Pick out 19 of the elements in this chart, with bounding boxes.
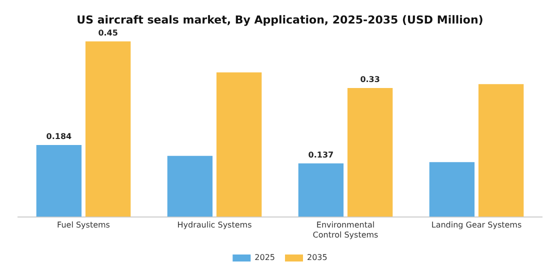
bar	[85, 41, 131, 217]
chart-title: US aircraft seals market, By Application, 2025-2035 (USD Million)	[76, 13, 484, 26]
x-tick-label: Fuel Systems	[57, 220, 110, 230]
bar	[347, 88, 393, 217]
bar	[298, 163, 344, 217]
legend-label: 2035	[307, 253, 328, 262]
x-tick-label: Hydraulic Systems	[177, 220, 252, 230]
data-label: 0.33	[360, 75, 380, 84]
bar	[216, 72, 262, 217]
x-tick-label: Landing Gear Systems	[431, 220, 522, 230]
data-label: 0.137	[308, 150, 334, 160]
legend-label: 2025	[254, 253, 275, 262]
bar	[36, 145, 82, 217]
x-tick-label: Environmental Control Systems	[312, 220, 378, 240]
data-label: 0.45	[98, 28, 118, 38]
bar	[478, 84, 524, 217]
bar	[429, 162, 475, 217]
bar	[167, 156, 213, 217]
data-label: 0.184	[46, 132, 72, 142]
